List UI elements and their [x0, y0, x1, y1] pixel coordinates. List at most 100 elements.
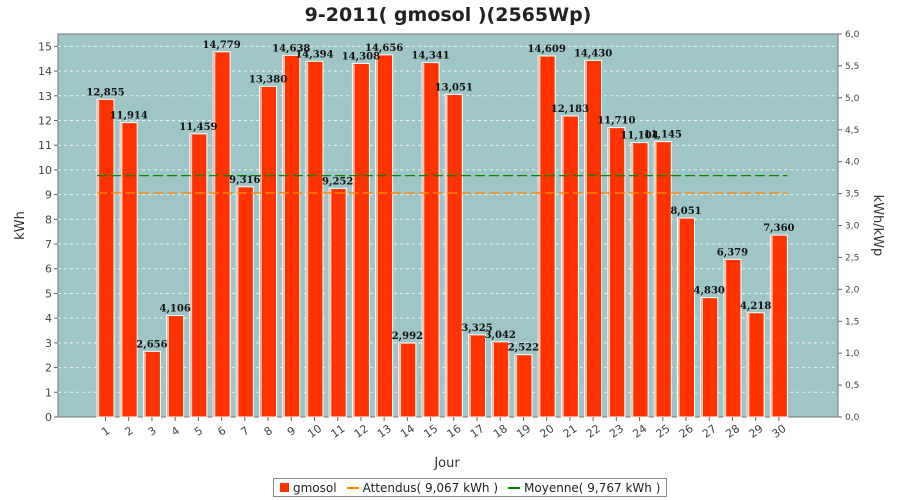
- legend-item-attendus: Attendus( 9,067 kWh ): [346, 481, 498, 495]
- x-tick-label: 5: [192, 424, 205, 439]
- bar-value-label: 6,379: [717, 247, 748, 258]
- y2-tick-label: 5,5: [845, 62, 859, 72]
- bar: [677, 217, 695, 418]
- legend-swatch: [346, 486, 359, 489]
- bar-value-label: 14,779: [202, 40, 240, 51]
- bar-value-label: 3,042: [485, 330, 516, 341]
- x-tick-label: 13: [375, 422, 394, 441]
- y-tick-label: 5: [45, 287, 52, 300]
- y-tick-label: 2: [45, 362, 52, 375]
- bar-value-label: 4,106: [159, 304, 190, 315]
- y2-tick-label: 4,5: [845, 126, 859, 136]
- x-tick-label: 21: [561, 422, 580, 441]
- y-tick-label: 10: [38, 164, 52, 177]
- bar-value-label: 11,145: [644, 130, 682, 141]
- y-tick-label: 15: [38, 40, 52, 53]
- value-labels: 12,855 11,914 2,656 4,106 11,459 14,779 9,316 1…: [86, 40, 794, 354]
- bar-value-label: 11,104: [620, 131, 658, 142]
- y-tick-label: 14: [38, 65, 52, 78]
- bar-value-label: 14,638: [272, 43, 310, 54]
- y-axis-label: kWh: [13, 211, 28, 240]
- x-tick-label: 20: [538, 422, 557, 441]
- x-tick-label: 30: [770, 422, 789, 441]
- bar: [328, 187, 347, 418]
- bar-value-label: 13,051: [435, 83, 473, 94]
- y-tick-label: 9: [45, 189, 52, 202]
- y2-tick-label: 0,5: [845, 381, 859, 391]
- y2-tick-label: 2,5: [845, 253, 859, 263]
- bar: [282, 54, 301, 418]
- y2-axis-label: kWh/kWp: [870, 195, 885, 257]
- bar-value-label: 3,325: [461, 323, 492, 334]
- y2-tick-label: 6,0: [845, 30, 860, 40]
- x-axis-label: Jour: [433, 456, 460, 471]
- x-tick-label: 1: [99, 424, 112, 439]
- x-tick-label: 4: [169, 424, 182, 439]
- x-tick-label: 19: [514, 422, 533, 441]
- bar-value-label: 11,914: [110, 111, 148, 122]
- y2-tick-label: 3,5: [845, 190, 859, 200]
- bars: [96, 51, 788, 418]
- bar: [468, 334, 487, 418]
- x-tick-label: 27: [700, 422, 719, 441]
- x-tick-label: 23: [607, 422, 626, 441]
- bar-value-label: 14,308: [342, 51, 380, 62]
- bar: [491, 341, 510, 418]
- x-tick-label: 7: [239, 424, 252, 439]
- bar-value-label: 2,522: [508, 343, 539, 354]
- bar: [305, 60, 324, 418]
- x-tick-label: 14: [398, 422, 417, 441]
- bar: [700, 297, 719, 418]
- y-tick-label: 12: [38, 114, 52, 127]
- bar-value-label: 2,992: [392, 331, 423, 342]
- bar: [235, 186, 254, 418]
- x-tick-label: 2: [122, 424, 135, 439]
- bar: [421, 62, 440, 418]
- x-tick-label: 15: [421, 422, 440, 441]
- legend-swatch: [508, 486, 521, 489]
- x-tick-label: 10: [305, 422, 324, 441]
- legend-label: gmosol: [293, 480, 337, 495]
- bar-value-label: 14,394: [295, 49, 333, 60]
- y2-tick-label: 3,0: [845, 222, 860, 232]
- y-tick-label: 3: [45, 337, 52, 350]
- y2-tick-label: 5,0: [845, 94, 860, 104]
- bar-value-label: 9,252: [322, 176, 353, 187]
- bar: [560, 115, 579, 418]
- y-tick-label: 4: [45, 312, 52, 325]
- bar: [653, 141, 672, 418]
- y-tick-label: 11: [38, 139, 52, 152]
- y2-axis-ticks: 0,0 0,5 1,0 1,5 2,0 2,5 3,0 3,5 4,0 4,5 5,0 5,5 6,0: [838, 30, 860, 423]
- x-tick-label: 28: [723, 422, 742, 441]
- x-tick-label: 9: [285, 424, 298, 439]
- bar-value-label: 13,380: [249, 74, 287, 85]
- bar: [607, 127, 626, 418]
- bar: [746, 312, 765, 418]
- x-tick-label: 22: [584, 422, 603, 441]
- bar-value-label: 14,656: [365, 43, 403, 54]
- y-tick-label: 6: [45, 263, 52, 276]
- x-tick-label: 8: [262, 424, 275, 439]
- bar-value-label: 7,360: [763, 223, 794, 234]
- bar-value-label: 14,609: [528, 44, 566, 55]
- x-axis-ticks: 1 2 3 4 5 6 7 8 9 10 11 12 13 14 15 16 17 18 19 20 21 22 23 24 2…: [99, 417, 789, 441]
- x-tick-label: 18: [491, 422, 510, 441]
- x-tick-label: 24: [630, 422, 649, 441]
- y2-tick-label: 1,0: [845, 349, 860, 359]
- bar: [351, 62, 370, 418]
- bar-value-label: 2,656: [136, 339, 167, 350]
- bar: [166, 315, 185, 418]
- bar: [630, 142, 649, 418]
- y2-tick-label: 0,0: [845, 413, 860, 423]
- bar-value-label: 11,459: [179, 122, 217, 133]
- bar-value-label: 12,855: [86, 87, 124, 98]
- bar: [189, 133, 208, 418]
- bar: [723, 258, 742, 418]
- x-tick-label: 11: [329, 422, 348, 441]
- bar: [514, 354, 533, 418]
- chart-title: 9-2011( gmosol )(2565Wp): [305, 4, 592, 26]
- bar: [769, 234, 788, 418]
- bar: [398, 342, 417, 418]
